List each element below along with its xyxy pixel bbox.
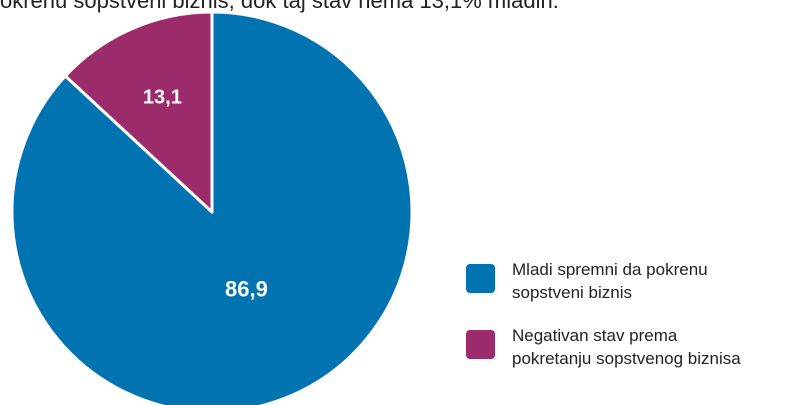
legend-label-ready-line2: sopstveni biznis (512, 283, 633, 302)
legend-label-negative-line2: pokretanju sopstvenog biznisa (512, 349, 741, 368)
pie-value-label-ready: 86,9 (225, 277, 268, 302)
pie-slice-negative (63, 10, 214, 214)
chart-caption: okrenu sopstveni biznis, dok taj stav ne… (0, 0, 559, 13)
pie-value-label-negative: 13,1 (143, 87, 182, 109)
legend-swatch-purple (466, 330, 495, 359)
legend-label-negative: Negativan stav prema pokretanju sopstven… (512, 324, 741, 370)
legend-label-ready-line1: Mladi spremni da pokrenu (512, 260, 708, 279)
legend-item-ready: Mladi spremni da pokrenu sopstveni bizni… (466, 258, 776, 304)
legend-label-negative-line1: Negativan stav prema (512, 326, 678, 345)
legend-item-negative: Negativan stav prema pokretanju sopstven… (466, 324, 776, 370)
legend-label-ready: Mladi spremni da pokrenu sopstveni bizni… (512, 258, 708, 304)
legend-swatch-blue (466, 264, 495, 293)
legend: Mladi spremni da pokrenu sopstveni bizni… (466, 258, 776, 390)
